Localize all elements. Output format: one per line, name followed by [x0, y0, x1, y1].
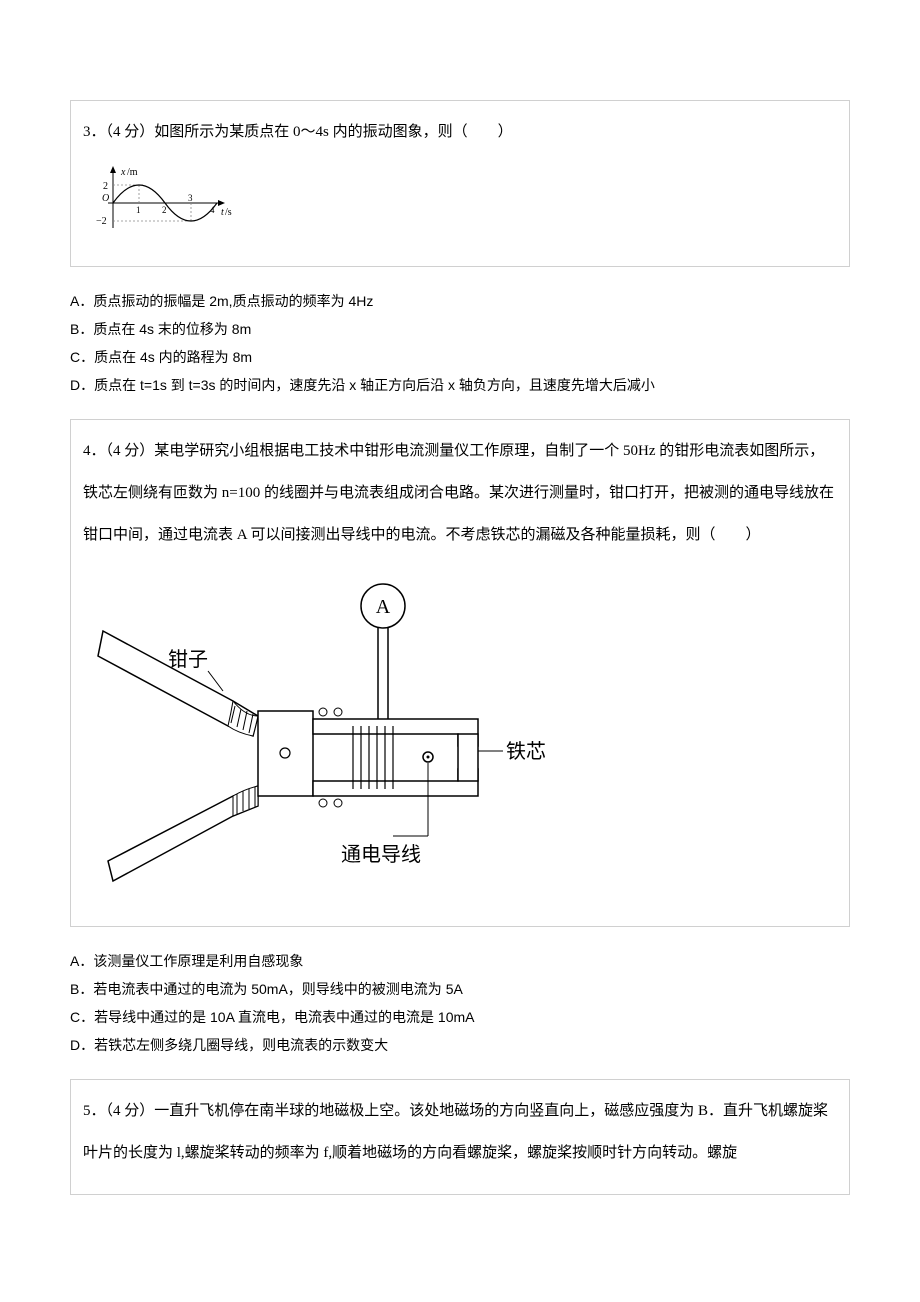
svg-text:x: x: [120, 167, 126, 178]
q3-stem: 3．（4 分）如图所示为某质点在 0～4s 内的振动图象，则（ ）: [83, 111, 837, 153]
question-3-box: 3．（4 分）如图所示为某质点在 0～4s 内的振动图象，则（ ） x /m 2…: [70, 100, 850, 267]
svg-text:铁芯: 铁芯: [506, 740, 546, 763]
svg-text:3: 3: [188, 193, 193, 203]
q4-option-a: A．该测量仪工作原理是利用自感现象: [70, 947, 850, 975]
q4-diagram: A: [83, 571, 837, 901]
q4-option-c: C．若导线中通过的是 10A 直流电，电流表中通过的电流是 10mA: [70, 1003, 850, 1031]
svg-text:钳子: 钳子: [168, 648, 208, 671]
svg-text:通电导线: 通电导线: [341, 843, 421, 866]
question-5-box: 5．（4 分）一直升飞机停在南半球的地磁极上空。该处地磁场的方向竖直向上，磁感应…: [70, 1079, 850, 1195]
svg-text:t: t: [221, 207, 224, 218]
q3-options: A．质点振动的振幅是 2m,质点振动的频率为 4Hz B．质点在 4s 末的位移…: [70, 287, 850, 399]
q3-option-a: A．质点振动的振幅是 2m,质点振动的频率为 4Hz: [70, 287, 850, 315]
svg-text:2: 2: [103, 181, 108, 192]
q3-option-b: B．质点在 4s 末的位移为 8m: [70, 315, 850, 343]
svg-text:−2: −2: [96, 216, 107, 227]
q4-stem: 4．（4 分）某电学研究小组根据电工技术中钳形电流测量仪工作原理，自制了一个 5…: [83, 430, 837, 556]
svg-text:O: O: [102, 193, 109, 204]
svg-text:/s: /s: [225, 207, 232, 218]
q4-options: A．该测量仪工作原理是利用自感现象 B．若电流表中通过的电流为 50mA，则导线…: [70, 947, 850, 1059]
svg-text:4: 4: [210, 205, 215, 215]
svg-text:/m: /m: [127, 167, 138, 178]
q4-option-d: D．若铁芯左侧多绕几圈导线，则电流表的示数变大: [70, 1031, 850, 1059]
q3-graph: x /m 2 −2 O 1 2 3 4 t /s: [83, 163, 837, 248]
q4-option-b: B．若电流表中通过的电流为 50mA，则导线中的被测电流为 5A: [70, 975, 850, 1003]
ammeter-label: A: [376, 596, 391, 618]
q5-stem: 5．（4 分）一直升飞机停在南半球的地磁极上空。该处地磁场的方向竖直向上，磁感应…: [83, 1090, 837, 1174]
q3-option-c: C．质点在 4s 内的路程为 8m: [70, 343, 850, 371]
svg-text:1: 1: [136, 205, 141, 215]
question-4-box: 4．（4 分）某电学研究小组根据电工技术中钳形电流测量仪工作原理，自制了一个 5…: [70, 419, 850, 927]
q3-option-d: D．质点在 t=1s 到 t=3s 的时间内，速度先沿 x 轴正方向后沿 x 轴…: [70, 371, 850, 399]
svg-text:2: 2: [162, 205, 167, 215]
